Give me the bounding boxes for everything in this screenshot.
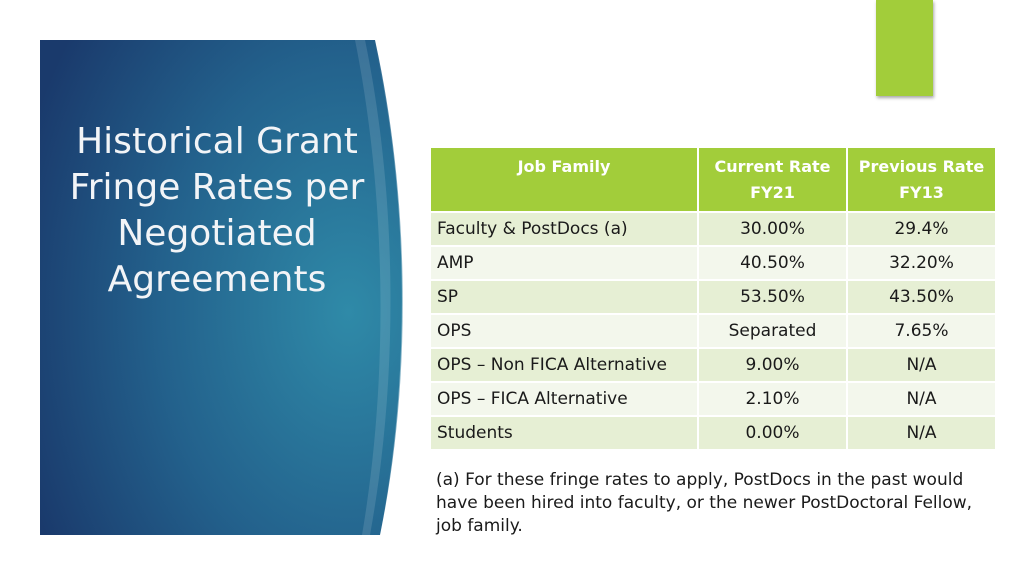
header-job-family: Job Family bbox=[429, 146, 699, 213]
title-panel bbox=[40, 40, 412, 535]
title-panel-background bbox=[40, 40, 408, 535]
previous-rate-cell: N/A bbox=[846, 347, 997, 383]
fringe-rates-table: Job Family Current Rate FY21 Previous Ra… bbox=[429, 146, 997, 451]
table-row: OPS – Non FICA Alternative 9.00% N/A bbox=[429, 347, 997, 383]
job-family-cell: Students bbox=[429, 415, 699, 451]
previous-rate-cell: N/A bbox=[846, 415, 997, 451]
job-family-cell: Faculty & PostDocs (a) bbox=[429, 211, 699, 247]
job-family-cell: OPS – Non FICA Alternative bbox=[429, 347, 699, 383]
table-header-row: Job Family Current Rate FY21 Previous Ra… bbox=[429, 146, 997, 213]
header-current-rate: Current Rate FY21 bbox=[697, 146, 848, 213]
current-rate-cell: 2.10% bbox=[697, 381, 848, 417]
current-rate-cell: 53.50% bbox=[697, 279, 848, 315]
accent-tab bbox=[876, 0, 933, 96]
slide-title: Historical Grant Fringe Rates per Negoti… bbox=[69, 121, 365, 300]
table-row: OPS Separated 7.65% bbox=[429, 313, 997, 349]
previous-rate-cell: 32.20% bbox=[846, 245, 997, 281]
current-rate-cell: Separated bbox=[697, 313, 848, 349]
current-rate-cell: 30.00% bbox=[697, 211, 848, 247]
previous-rate-cell: 29.4% bbox=[846, 211, 997, 247]
header-previous-rate: Previous Rate FY13 bbox=[846, 146, 997, 213]
previous-rate-cell: 43.50% bbox=[846, 279, 997, 315]
table-row: Faculty & PostDocs (a) 30.00% 29.4% bbox=[429, 211, 997, 247]
job-family-cell: AMP bbox=[429, 245, 699, 281]
job-family-cell: OPS bbox=[429, 313, 699, 349]
job-family-cell: SP bbox=[429, 279, 699, 315]
current-rate-cell: 40.50% bbox=[697, 245, 848, 281]
table-row: AMP 40.50% 32.20% bbox=[429, 245, 997, 281]
current-rate-cell: 0.00% bbox=[697, 415, 848, 451]
previous-rate-cell: N/A bbox=[846, 381, 997, 417]
table-row: SP 53.50% 43.50% bbox=[429, 279, 997, 315]
footnote: (a) For these fringe rates to apply, Pos… bbox=[436, 470, 973, 536]
job-family-cell: OPS – FICA Alternative bbox=[429, 381, 699, 417]
table-row: OPS – FICA Alternative 2.10% N/A bbox=[429, 381, 997, 417]
table-row: Students 0.00% N/A bbox=[429, 415, 997, 451]
previous-rate-cell: 7.65% bbox=[846, 313, 997, 349]
current-rate-cell: 9.00% bbox=[697, 347, 848, 383]
